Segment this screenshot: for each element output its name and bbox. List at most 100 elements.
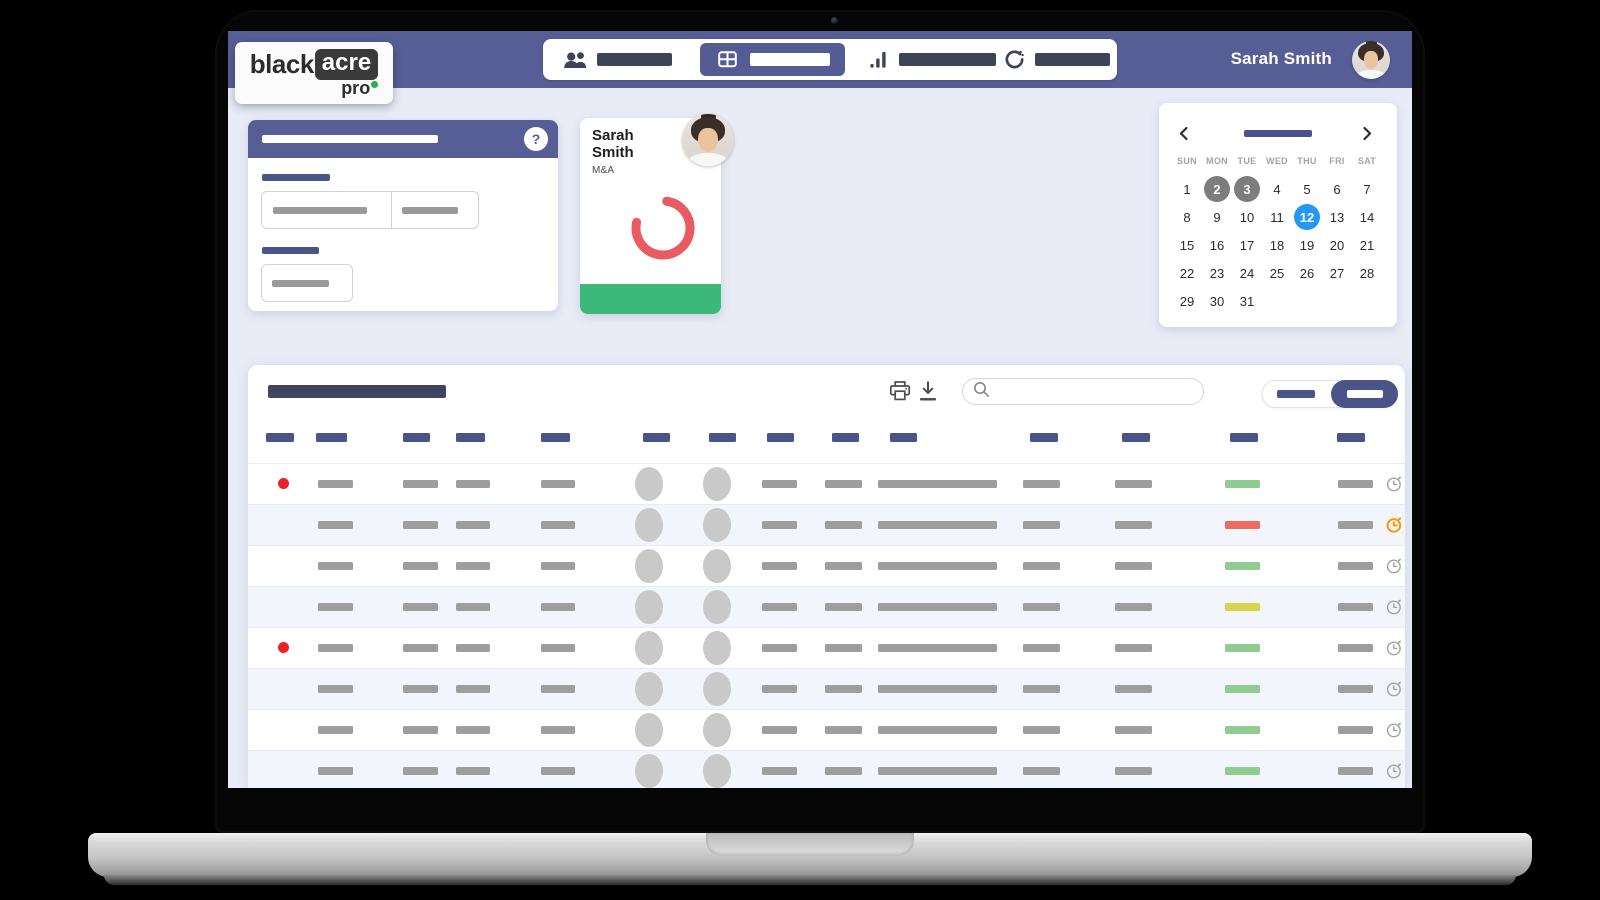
table-row[interactable] (248, 627, 1405, 668)
calendar-date[interactable]: 18 (1269, 237, 1285, 253)
toggle-option-right-selected[interactable] (1331, 380, 1398, 408)
placeholder-bar (1115, 521, 1152, 529)
filter-form-card: ? (248, 120, 558, 311)
nav-tab-label-bar (750, 53, 830, 66)
calendar-date[interactable]: 19 (1299, 237, 1315, 253)
logo-word-acre: acre (314, 49, 379, 80)
avatar-placeholder (635, 713, 663, 747)
calendar-date[interactable]: 8 (1183, 209, 1191, 225)
placeholder-bar (318, 644, 353, 652)
calendar-date[interactable]: 17 (1239, 237, 1255, 253)
calendar-date[interactable]: 14 (1359, 209, 1375, 225)
calendar-date[interactable]: 26 (1299, 265, 1315, 281)
placeholder-bar (541, 644, 575, 652)
calendar-date[interactable]: 6 (1333, 181, 1341, 197)
refresh-icon[interactable] (1004, 49, 1025, 75)
calendar-date[interactable]: 3 (1234, 176, 1260, 202)
calendar-date[interactable]: 12 (1294, 204, 1320, 230)
placeholder-bar (1115, 767, 1152, 775)
calendar-date[interactable]: 13 (1329, 209, 1345, 225)
avatar-placeholder (703, 590, 731, 624)
column-header-bar (403, 433, 430, 442)
chevron-left-icon[interactable] (1179, 126, 1193, 142)
calendar-date[interactable]: 1 (1183, 181, 1191, 197)
placeholder-bar (456, 603, 490, 611)
form-field[interactable] (261, 191, 479, 229)
download-icon[interactable] (919, 380, 937, 407)
chevron-right-icon[interactable] (1363, 126, 1377, 142)
calendar-day-label: SUN (1177, 156, 1197, 166)
nav-tab-activity[interactable] (1035, 53, 1110, 66)
profile-card-footer[interactable] (580, 284, 721, 314)
placeholder-bar (318, 521, 353, 529)
placeholder-bar (878, 562, 997, 570)
table-row[interactable] (248, 504, 1405, 545)
table-row[interactable] (248, 586, 1405, 627)
placeholder-bar (1023, 480, 1060, 488)
placeholder-bar (762, 685, 797, 693)
calendar-date[interactable]: 22 (1179, 265, 1195, 281)
table-icon (718, 51, 737, 73)
calendar-day-row: SUN MON TUE WED THU FRI SAT (1172, 156, 1382, 166)
placeholder-bar (318, 603, 353, 611)
calendar-date[interactable]: 29 (1179, 293, 1195, 309)
timer-icon (1385, 597, 1404, 616)
data-table-card (248, 365, 1405, 788)
calendar-date[interactable]: 28 (1359, 265, 1375, 281)
table-row[interactable] (248, 545, 1405, 586)
status-bar (1225, 685, 1260, 693)
form-title-bar (262, 135, 438, 143)
table-title-bar (268, 385, 446, 398)
calendar-date[interactable]: 20 (1329, 237, 1345, 253)
print-icon[interactable] (889, 380, 911, 407)
calendar-date[interactable]: 27 (1329, 265, 1345, 281)
table-row[interactable] (248, 668, 1405, 709)
calendar-date[interactable]: 30 (1209, 293, 1225, 309)
search-box (962, 378, 1204, 405)
placeholder-bar (1115, 562, 1152, 570)
form-field[interactable] (261, 264, 353, 302)
people-icon[interactable] (563, 50, 589, 74)
bar-chart-icon[interactable] (870, 51, 887, 73)
view-toggle[interactable] (1262, 380, 1398, 408)
user-name[interactable]: Sarah Smith (1230, 49, 1332, 68)
calendar-date[interactable]: 15 (1179, 237, 1195, 253)
avatar-placeholder (703, 713, 731, 747)
avatar-placeholder (635, 467, 663, 501)
table-row[interactable] (248, 750, 1405, 788)
calendar-date[interactable]: 5 (1303, 181, 1311, 197)
calendar-date[interactable]: 9 (1213, 209, 1221, 225)
calendar-date[interactable]: 24 (1239, 265, 1255, 281)
toggle-option-left[interactable] (1277, 390, 1315, 398)
nav-tab-table-selected[interactable] (700, 43, 845, 76)
timer-icon (1385, 638, 1404, 657)
calendar-date[interactable]: 21 (1359, 237, 1375, 253)
nav-tab-reports[interactable] (899, 53, 996, 66)
placeholder-bar (1338, 603, 1373, 611)
calendar-day-label: WED (1266, 156, 1288, 166)
calendar-date[interactable]: 4 (1273, 181, 1281, 197)
table-row[interactable] (248, 709, 1405, 750)
search-input[interactable] (996, 383, 1193, 400)
calendar-date[interactable]: 2 (1204, 176, 1230, 202)
main-nav (543, 39, 1117, 80)
laptop-base (88, 833, 1532, 877)
placeholder-bar (541, 480, 575, 488)
nav-tab-team[interactable] (597, 53, 672, 66)
calendar-date[interactable]: 7 (1363, 181, 1371, 197)
alert-dot (278, 478, 289, 489)
placeholder-bar (1023, 726, 1060, 734)
calendar-date[interactable]: 11 (1270, 209, 1284, 225)
status-bar (1225, 603, 1260, 611)
calendar-date[interactable]: 10 (1239, 209, 1255, 225)
help-icon[interactable]: ? (524, 127, 548, 151)
column-header-bar (316, 433, 347, 442)
avatar-placeholder (703, 549, 731, 583)
user-avatar[interactable] (1352, 41, 1390, 79)
placeholder-bar (1115, 726, 1152, 734)
calendar-date[interactable]: 31 (1239, 293, 1255, 309)
table-row[interactable] (248, 463, 1405, 504)
calendar-date[interactable]: 16 (1209, 237, 1225, 253)
calendar-date[interactable]: 25 (1269, 265, 1285, 281)
calendar-date[interactable]: 23 (1209, 265, 1225, 281)
